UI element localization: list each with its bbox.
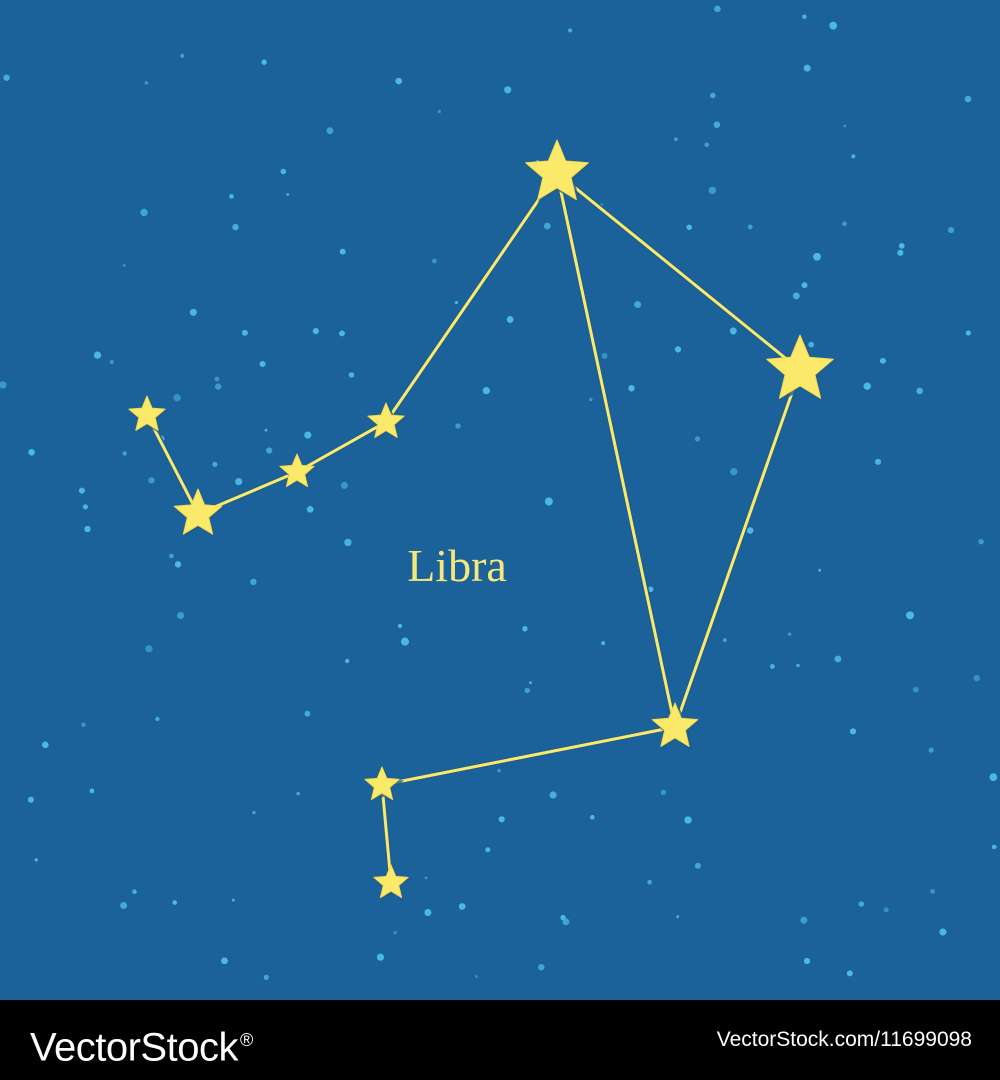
constellation-line [380, 725, 677, 787]
star-mid-upper-icon [367, 402, 405, 438]
star-bottom-lower-icon [373, 864, 409, 899]
constellation-lines [144, 170, 803, 886]
registered-mark: ® [239, 1030, 253, 1050]
constellation-line [555, 171, 802, 372]
constellation-line [380, 783, 393, 885]
vectorstock-logo: VectorStock ® [30, 1014, 253, 1073]
constellation-name-label: Libra [407, 540, 507, 591]
constellation-stars [128, 139, 839, 902]
constellation-poster: Libra [0, 0, 1000, 1000]
constellation-line [673, 368, 802, 729]
image-credit: VectorStock.com/11699098 [716, 1028, 972, 1051]
constellation-line [555, 171, 677, 729]
star-left-upper-icon [128, 395, 166, 431]
logo-text: VectorStock [30, 1025, 238, 1070]
watermark-footer: VectorStock ® VectorStock.com/11699098 [0, 1000, 1000, 1080]
sky-background [0, 0, 1000, 1000]
constellation-line [145, 413, 200, 516]
star-top-icon [525, 139, 589, 201]
star-right-icon [766, 334, 834, 399]
star-mid-icon [279, 453, 315, 488]
night-sky: Libra [0, 0, 1000, 1000]
star-lower-right-icon [651, 702, 699, 747]
constellation-line [295, 420, 388, 474]
star-bottom-upper-icon [364, 766, 400, 801]
constellation-line [384, 171, 559, 424]
star-left-lower-icon [173, 488, 223, 535]
